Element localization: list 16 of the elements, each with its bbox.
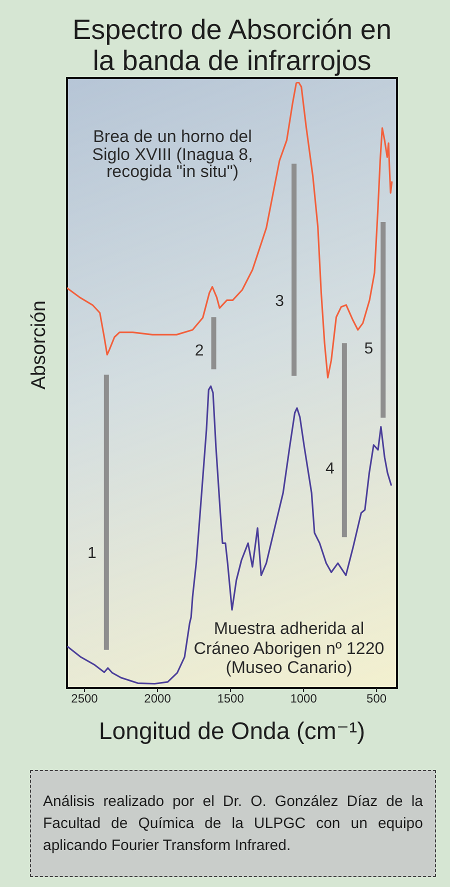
x-axis-title: Longitud de Onda (cm⁻¹) [98, 718, 366, 745]
chart-title: Espectro de Absorción en la banda de infrarrojos [72, 14, 392, 76]
series-label: 4 [326, 460, 335, 478]
series-label: Muestra adherida al Cráneo Aborigen nº 1220 (Museo Canario) [194, 619, 384, 677]
x-tick-label: 1500 [217, 692, 244, 706]
series-label: 5 [364, 340, 374, 358]
series-label: 1 [88, 545, 97, 562]
y-axis-title: Absorción [28, 300, 50, 390]
x-tick-label: 500 [366, 692, 387, 706]
x-tick-label: 1000 [290, 692, 318, 706]
text: Análisis realizado por el Dr. O. González Díaz de la Facultad de Química de la ULPGC con un equipo aplicando Fourier Transform Infrared. [43, 792, 423, 854]
series-label: Brea de un horno del Siglo XVIII (Inagua 8, recogida "in situ") [92, 127, 253, 181]
series-label: 2 [194, 342, 204, 360]
x-tick-label: 2500 [71, 692, 98, 706]
series-label: 3 [275, 293, 284, 310]
x-tick-label: 2000 [144, 692, 172, 706]
